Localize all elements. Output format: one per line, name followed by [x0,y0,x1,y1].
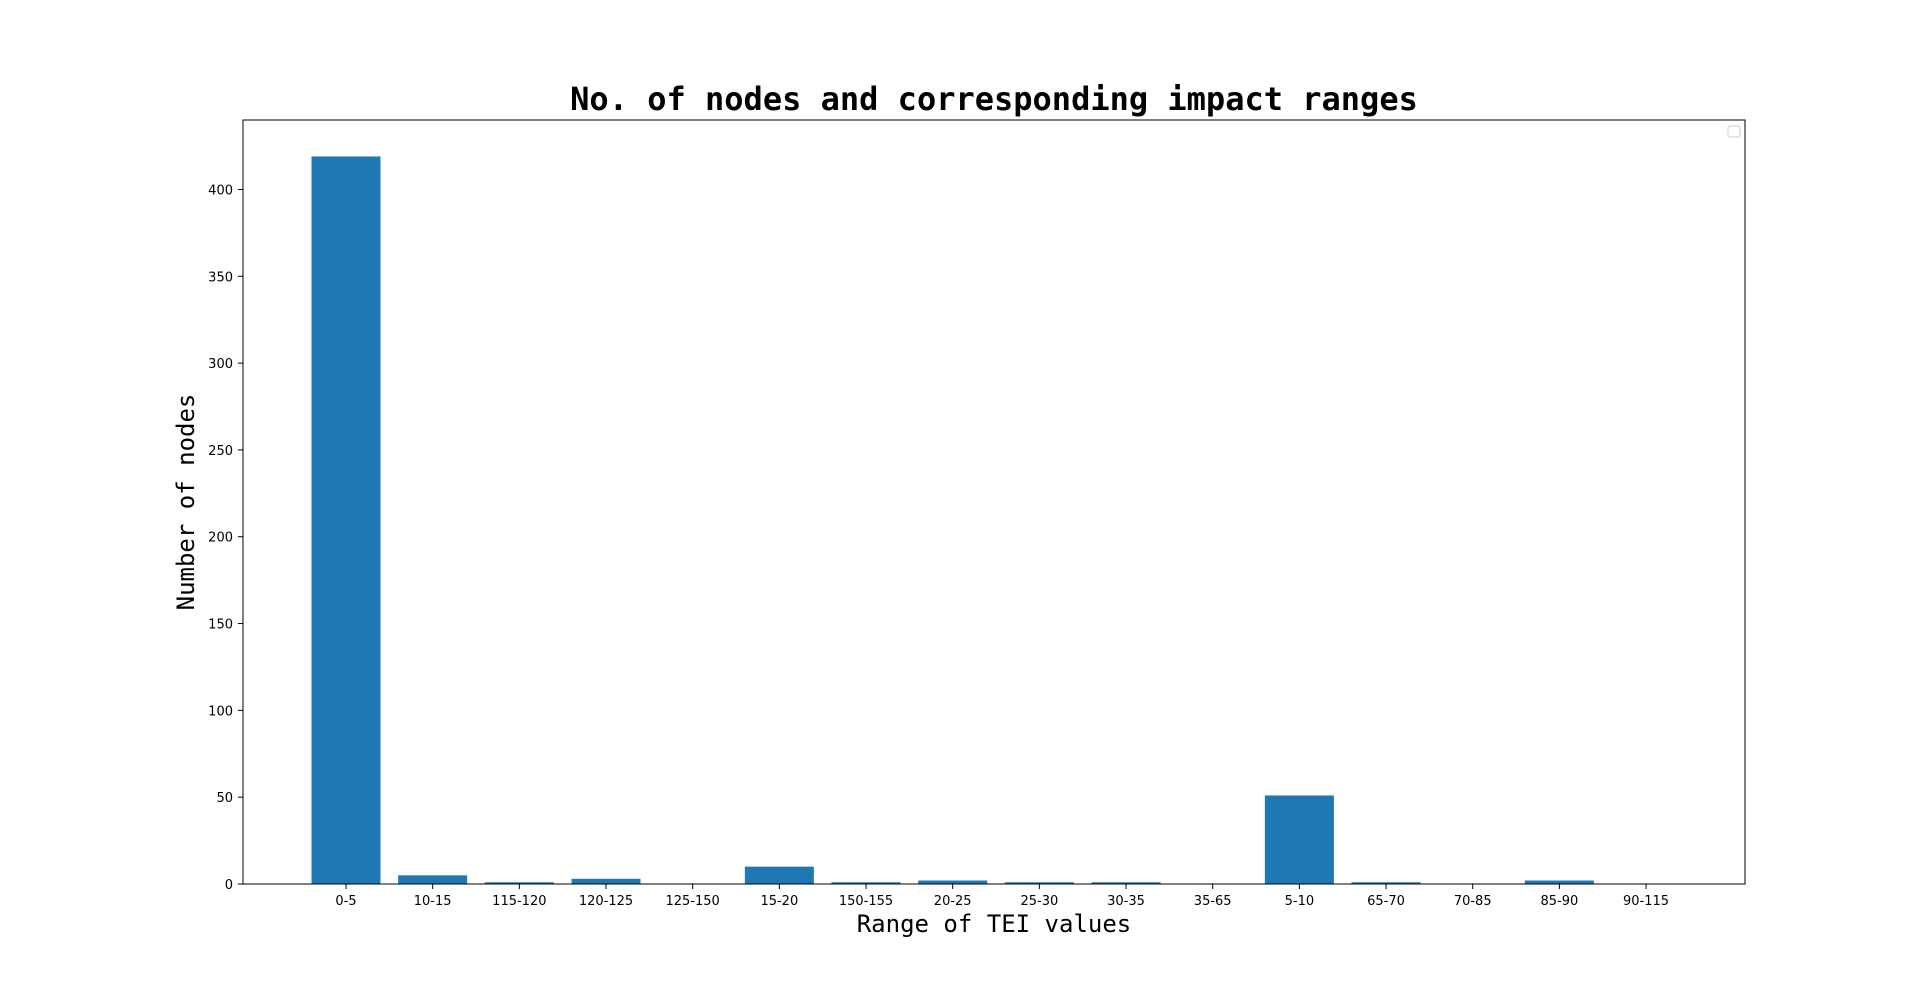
y-tick-label: 250 [208,444,233,459]
bar-10-15 [398,875,468,884]
y-axis-label: Number of nodes [172,394,200,611]
plot-area-frame [242,119,1746,885]
bar-5-10 [1264,795,1334,884]
bar-30-35 [1091,882,1161,884]
x-tick-label: 5-10 [1285,894,1315,909]
x-tick-label: 25-30 [1020,894,1058,909]
x-tick-label: 0-5 [335,894,356,909]
x-tick-label: 115-120 [492,894,546,909]
x-tick-label: 30-35 [1107,894,1145,909]
bar-85-90 [1524,880,1594,884]
y-tick-label: 50 [216,791,233,806]
x-tick-label: 20-25 [934,894,972,909]
legend-box [1727,125,1741,138]
y-tick-label: 350 [208,270,233,285]
y-axis: 0 50 100 150 200 250 300 350 400 [208,183,243,893]
x-tick-label: 150-155 [839,894,893,909]
x-tick-label: 70-85 [1454,894,1492,909]
bar-150-155 [831,882,901,884]
x-tick-label: 65-70 [1367,894,1405,909]
y-tick-label: 300 [208,357,233,372]
bar-25-30 [1004,882,1074,884]
y-tick-label: 200 [208,531,233,546]
chart-title: No. of nodes and corresponding impact ra… [570,80,1418,118]
bar-120-125 [571,878,641,884]
y-tick-label: 150 [208,618,233,633]
x-tick-label: 125-150 [666,894,720,909]
bar-20-25 [918,880,988,884]
x-tick-label: 120-125 [579,894,633,909]
x-tick-label: 15-20 [760,894,798,909]
y-tick-label: 100 [208,704,233,719]
x-tick-label: 85-90 [1540,894,1578,909]
x-tick-label: 10-15 [414,894,452,909]
bar-0-5 [311,156,381,884]
x-tick-label: 35-65 [1194,894,1232,909]
y-tick-label: 0 [225,878,233,893]
x-axis: 0-5 10-15 115-120 120-125 125-150 15-20 150-15… [335,884,1669,909]
bars-layer [311,156,1594,884]
bar-65-70 [1351,882,1421,884]
bar-15-20 [744,866,814,884]
bar-115-120 [484,882,554,884]
y-tick-label: 400 [208,183,233,198]
x-tick-label: 90-115 [1623,894,1669,909]
x-axis-label: Range of TEI values [857,910,1132,938]
